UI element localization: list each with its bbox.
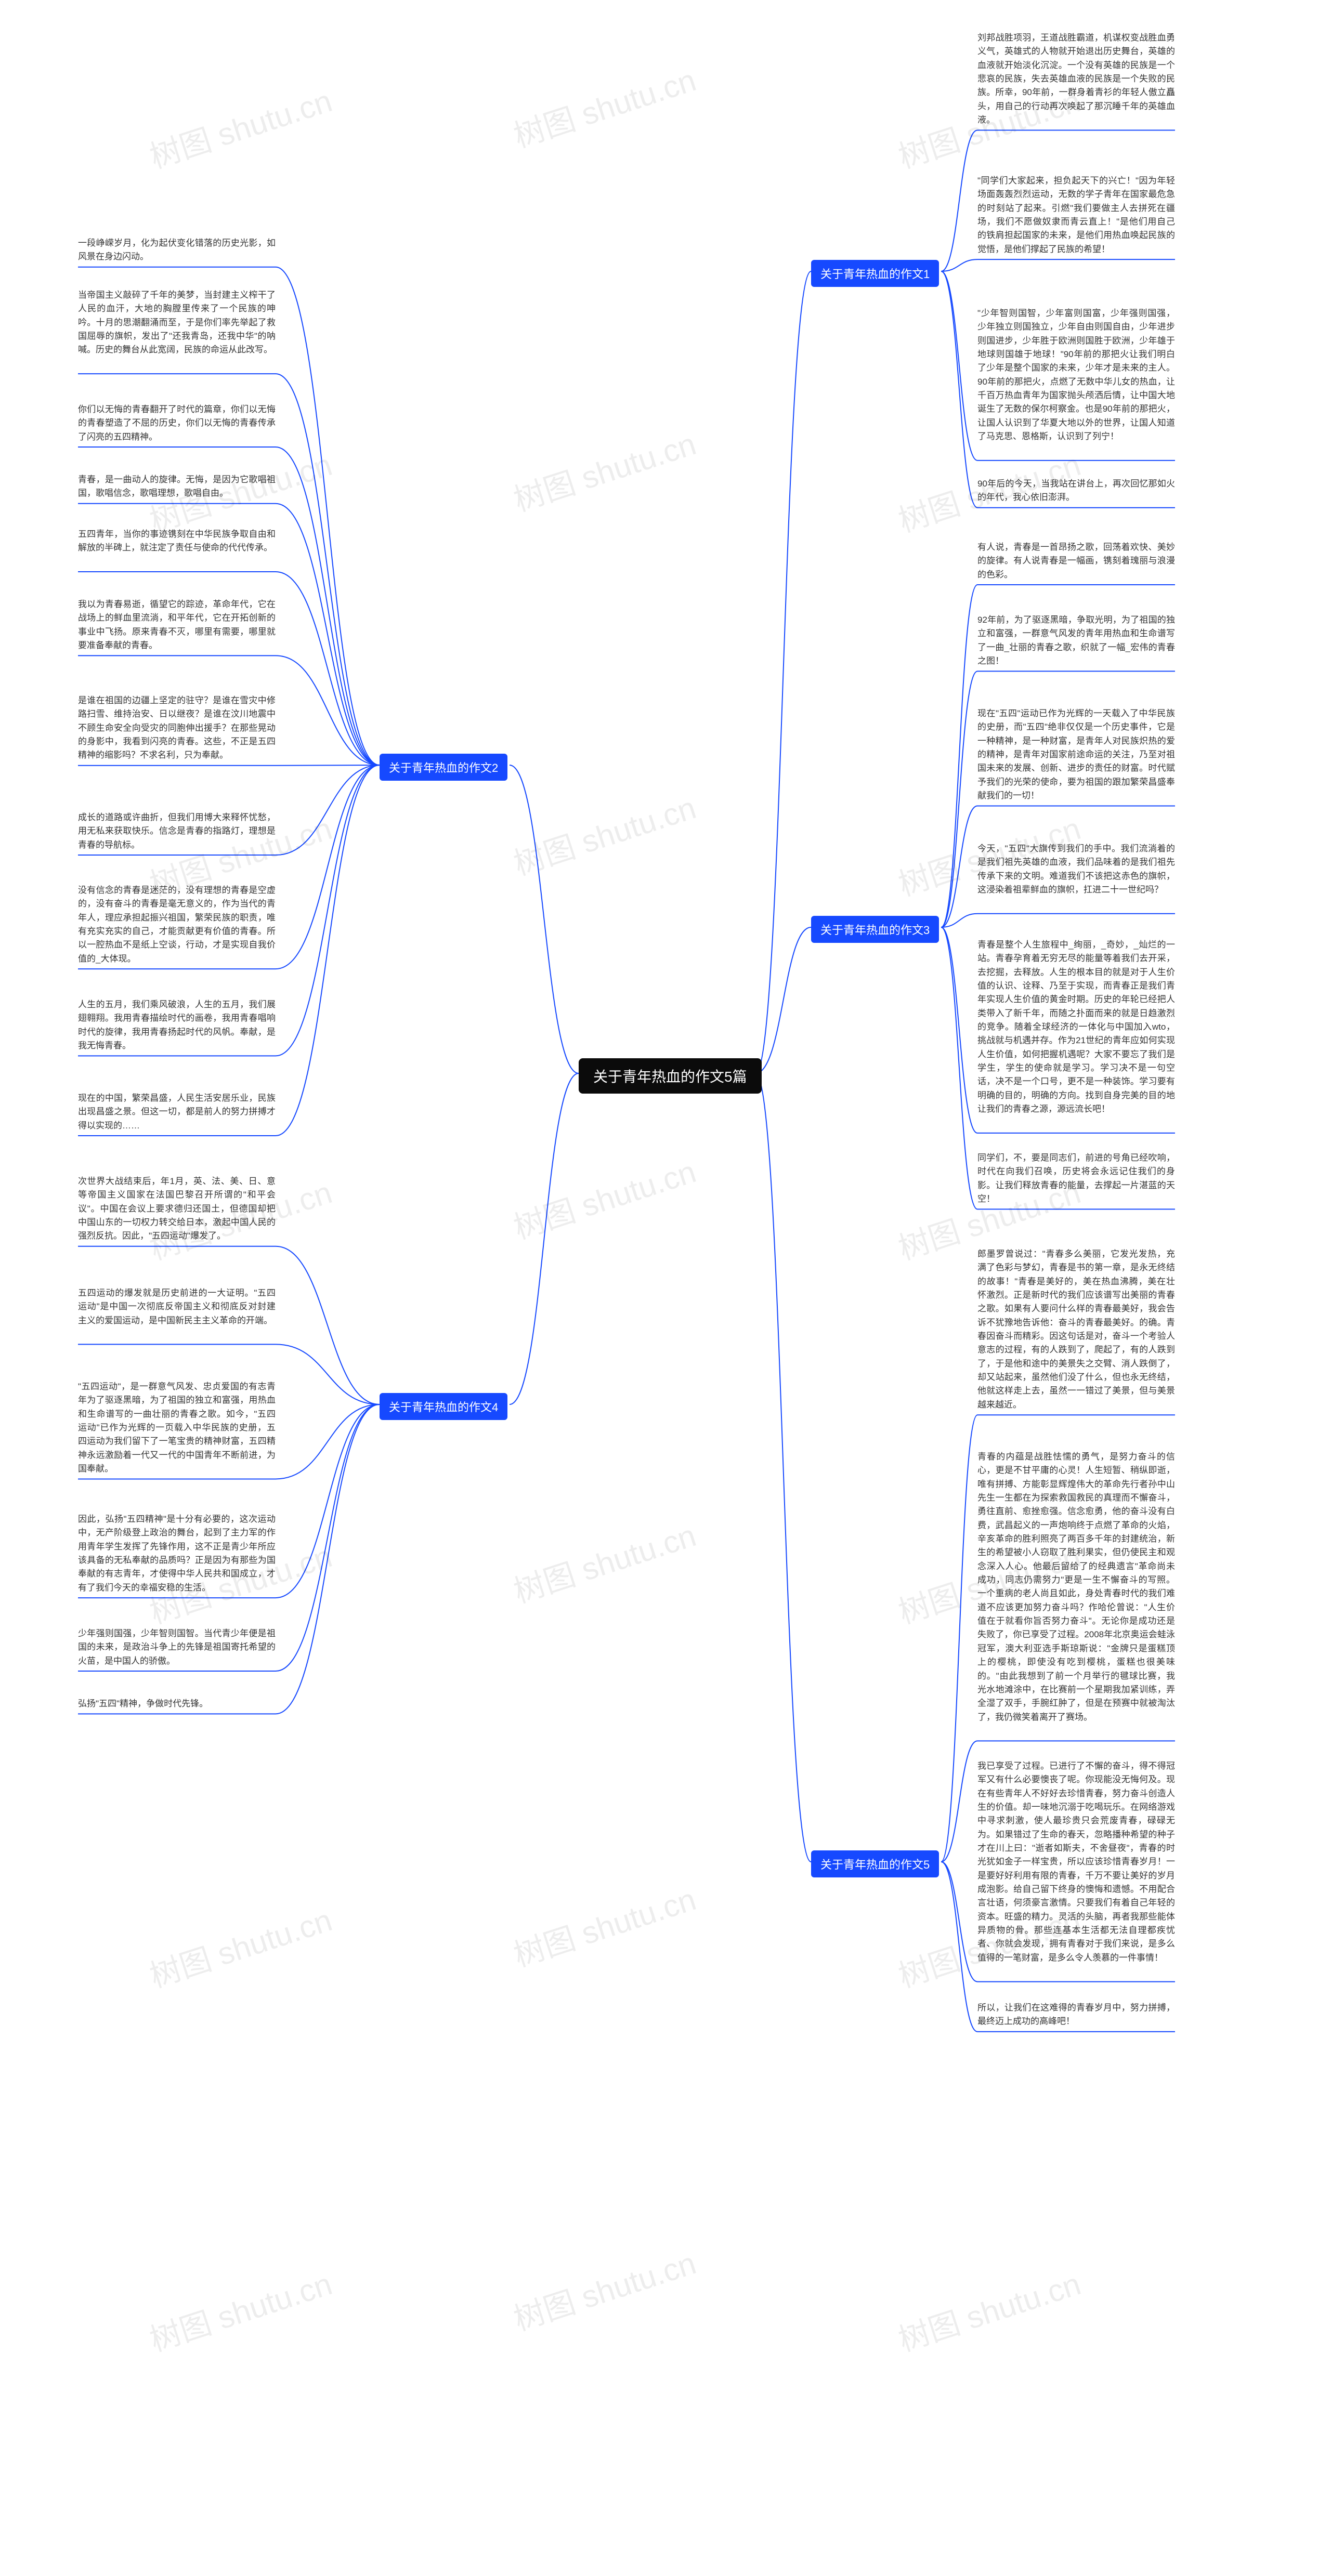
leaf-text: 有人说，青春是一首昂扬之歌，回荡着欢快、美妙的旋律。有人说青春是一幅画，镌刻着瑰… [977,541,1175,584]
leaf-text: 刘邦战胜项羽，王道战胜霸道，机谋权变战胜血勇义气，英雄式的人物就开始退出历史舞台… [977,31,1175,129]
watermark: 树图 shutu.cn [507,1874,701,1976]
leaf-text: 当帝国主义敲碎了千年的美梦，当封建主义榨干了人民的血汗，大地的胸膛里传来了一个民… [78,288,276,359]
leaf-text: 现在"五四"运动已作为光辉的一天载入了中华民族的史册，而"五四"绝非仅仅是一个历… [977,707,1175,805]
watermark: 树图 shutu.cn [507,783,701,884]
branch-node-b3[interactable]: 关于青年热血的作文3 [811,916,939,943]
leaf-text: 五四青年，当你的事迹镌刻在中华民族争取自由和解放的半碑上，就注定了责任与使命的代… [78,528,276,557]
branch-node-b2[interactable]: 关于青年热血的作文2 [380,754,507,781]
watermark: 树图 shutu.cn [507,55,701,156]
watermark: 树图 shutu.cn [507,419,701,520]
leaf-text: 我以为青春易逝，循望它的踪迹，革命年代，它在战场上的鲜血里流淌，和平年代，它在开… [78,598,276,654]
leaf-text: 青春的内蕴是战胜怯懦的勇气，是努力奋斗的信心，更是不甘平庸的心灵！人生短暂、稍纵… [977,1450,1175,1726]
root-node[interactable]: 关于青年热血的作文5篇 [579,1058,762,1094]
leaf-text: 少年强则国强，少年智则国智。当代青少年便是祖国的未来，是政治斗争上的先锋是祖国寄… [78,1627,276,1670]
branch-node-b1[interactable]: 关于青年热血的作文1 [811,260,939,287]
watermark: 树图 shutu.cn [507,1147,701,1248]
leaf-text: 所以，让我们在这难得的青春岁月中，努力拼搏，最终迈上成功的高峰吧！ [977,2001,1175,2031]
leaf-text: 是谁在祖国的边疆上坚定的驻守？是谁在雪灾中修路扫雪、维持治安、日以继夜？是谁在汶… [78,694,276,765]
leaf-text: "同学们大家起来，担负起天下的兴亡！"因为年轻场面轰轰烈烈运动，无数的学子青年在… [977,174,1175,258]
leaf-text: 青春，是一曲动人的旋律。无悔，是因为它歌唱祖国，歌唱信念，歌唱理想，歌唱自由。 [78,473,276,503]
leaf-text: 同学们，不，要是同志们，前进的号角已经吹响，时代在向我们召唤，历史将会永远记住我… [977,1151,1175,1208]
leaf-text: 五四运动的爆发就是历史前进的一大证明。"五四运动"是中国一次彻底反帝国主义和彻底… [78,1286,276,1330]
leaf-text: 人生的五月，我们乘风破浪，人生的五月，我们展翅翱翔。我用青春描绘时代的画卷，我用… [78,998,276,1055]
leaf-text: 郎墨罗曾说过："青春多么美丽，它发光发热，充满了色彩与梦幻，青春是书的第一章，是… [977,1247,1175,1414]
leaf-text: 没有信念的青春是迷茫的，没有理想的青春是空虚的，没有奋斗的青春是毫无意义的，作为… [78,884,276,968]
watermark: 树图 shutu.cn [143,2259,337,2360]
leaf-text: 因此，弘扬"五四精神"是十分有必要的，这次运动中，无产阶级登上政治的舞台，起到了… [78,1513,276,1597]
leaf-text: 次世界大战结束后，年1月，英、法、美、日、意等帝国主义国家在法国巴黎召开所谓的"… [78,1175,276,1245]
leaf-text: 弘扬"五四"精神，争做时代先锋。 [78,1697,276,1713]
leaf-text: "少年智则国智，少年富则国富，少年强则国强，少年独立则国独立，少年自由则国自由，… [977,307,1175,445]
leaf-text: 90年后的今天，当我站在讲台上，再次回忆那如火的年代，我心依旧澎湃。 [977,477,1175,507]
leaf-text: "五四运动"，是一群意气风发、忠贞爱国的有志青年为了驱逐黑暗，为了祖国的独立和富… [78,1380,276,1478]
leaf-text: 一段峥嵘岁月，化为起伏变化错落的历史光影，如风景在身边闪动。 [78,236,276,266]
watermark: 树图 shutu.cn [892,2259,1086,2360]
watermark: 树图 shutu.cn [143,1895,337,1996]
leaf-text: 青春是整个人生旅程中_绚丽，_奇妙，_灿烂的一站。青春孕育着无穷无尽的能量等着我… [977,938,1175,1118]
leaf-text: 你们以无悔的青春翻开了时代的篇章，你们以无悔的青春塑造了不屈的历史，你们以无悔的… [78,403,276,446]
branch-node-b4[interactable]: 关于青年热血的作文4 [380,1393,507,1420]
watermark: 树图 shutu.cn [507,2238,701,2340]
leaf-text: 我已享受了过程。已进行了不懈的奋斗，得不得冠军又有什么必要懊丧了呢。你现能没无悔… [977,1759,1175,1967]
leaf-text: 92年前，为了驱逐黑暗，争取光明，为了祖国的独立和富强，一群意气风发的青年用热血… [977,613,1175,670]
leaf-text: 今天，"五四"大旗传到我们的手中。我们流淌着的是我们祖先英雄的血液，我们品味着的… [977,842,1175,899]
watermark: 树图 shutu.cn [143,76,337,177]
leaf-text: 现在的中国，繁荣昌盛，人民生活安居乐业，民族出现昌盛之景。但这一切，都是前人的努… [78,1092,276,1135]
watermark: 树图 shutu.cn [507,1510,701,1612]
branch-node-b5[interactable]: 关于青年热血的作文5 [811,1850,939,1877]
leaf-text: 成长的道路或许曲折，但我们用博大来释怀忧愁，用无私来获取快乐。信念是青春的指路灯… [78,811,276,854]
